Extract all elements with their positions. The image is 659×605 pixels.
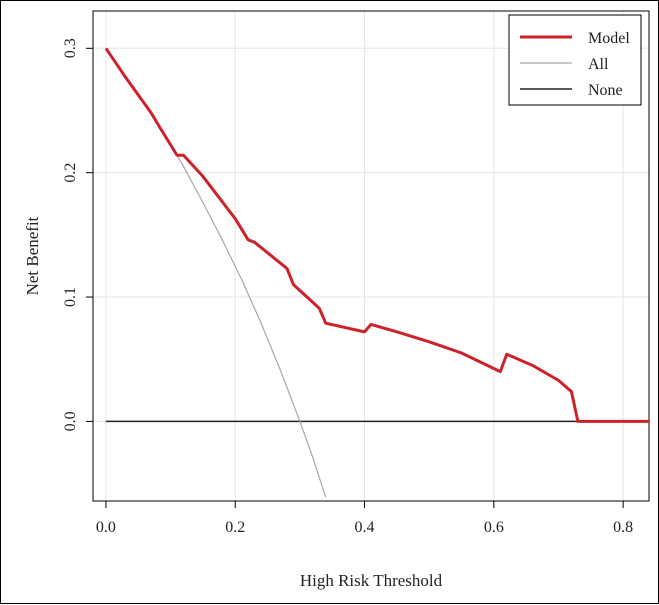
y-tick-label: 0.0 [62, 411, 79, 431]
y-axis-title: Net Benefit [23, 216, 42, 295]
axis-layer: 0.0 0.2 0.4 0.6 0.8 0.0 0.1 0.2 0.3 [62, 38, 633, 536]
x-axis-title: High Risk Threshold [300, 571, 443, 590]
legend-model-label: Model [588, 30, 630, 47]
series-line-model [104, 47, 649, 423]
x-tick-label: 0.6 [484, 519, 504, 536]
x-tick-label: 0.2 [225, 519, 245, 536]
y-tick-label: 0.3 [62, 38, 79, 58]
y-tick-label: 0.1 [62, 287, 79, 307]
legend: Model All None [508, 14, 642, 106]
y-tick-label: 0.2 [62, 163, 79, 183]
x-tick-label: 0.4 [355, 519, 375, 536]
legend-all-label: All [588, 56, 609, 73]
series-layer [104, 47, 649, 498]
x-tick-label: 0.8 [613, 519, 633, 536]
legend-none-label: None [588, 82, 623, 99]
legend-box [508, 14, 642, 106]
series-line-all [105, 47, 327, 498]
x-tick-label: 0.0 [96, 519, 116, 536]
